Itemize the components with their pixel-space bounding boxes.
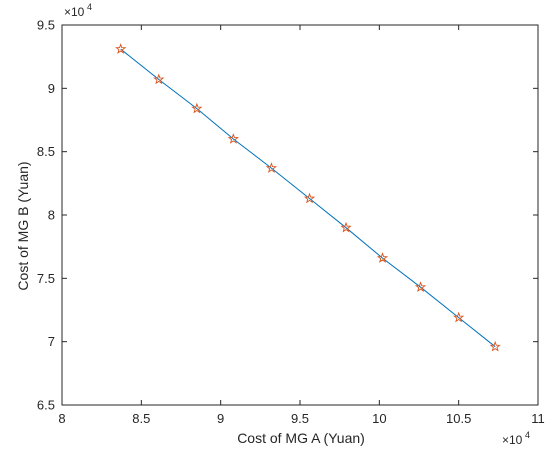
series-line (120, 48, 496, 348)
axes-box (61, 24, 539, 406)
x-tick-label: 9.5 (291, 411, 309, 426)
data-point-marker (303, 192, 316, 204)
data-point-marker (376, 252, 389, 263)
y-tick-label: 9.5 (37, 18, 55, 33)
y-axis-exponent: ×10 4 (64, 2, 92, 19)
data-point-marker (153, 73, 165, 85)
y-tick-label: 9 (48, 81, 55, 96)
data-point-marker (227, 133, 239, 144)
data-point-marker (191, 102, 203, 114)
x-tick-label: 9 (217, 411, 224, 426)
y-tick-label: 8 (48, 208, 55, 223)
y-tick-label: 8.5 (37, 144, 55, 159)
data-point-marker (489, 340, 501, 352)
y-axis-label: Cost of MG B (Yuan) (15, 161, 31, 290)
y-exponent-base: ×10 (64, 5, 85, 19)
x-axis-label: Cost of MG A (Yuan) (237, 430, 365, 446)
y-tick-label: 7 (48, 334, 55, 349)
x-exponent-base: ×10 (502, 433, 523, 447)
x-axis-exponent: ×10 4 (502, 430, 530, 447)
x-tick-label: 10 (372, 411, 386, 426)
y-tick-label: 7.5 (37, 271, 55, 286)
x-exponent-power: 4 (525, 430, 530, 440)
data-point-marker (453, 311, 465, 323)
x-tick-label: 8.5 (132, 411, 150, 426)
data-point-marker (414, 281, 427, 292)
x-tick-label: 10.5 (446, 411, 471, 426)
plot-area: 8 8.5 9 9.5 10 10.5 11 6.5 7 7.5 8 8.5 9 9.5 (37, 18, 545, 427)
y-exponent-power: 4 (87, 2, 92, 12)
data-point-marker (265, 162, 278, 173)
y-tick-label: 6.5 (37, 398, 55, 413)
data-point-marker (115, 43, 127, 54)
data-point-marker (340, 221, 352, 233)
x-tick-label: 8 (58, 411, 65, 426)
x-tick-label: 11 (531, 411, 545, 426)
